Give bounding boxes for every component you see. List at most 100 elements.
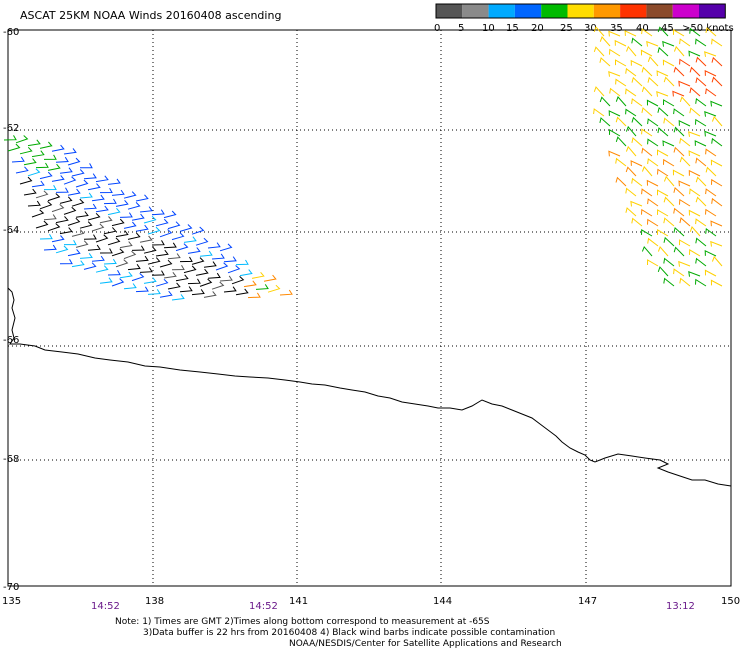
wind-barb: [75, 179, 89, 188]
wind-barb: [175, 274, 189, 282]
wind-barb: [71, 260, 85, 268]
wind-barb: [695, 176, 707, 187]
wind-barb: [599, 36, 611, 47]
wind-barb: [151, 209, 165, 216]
wind-barb: [625, 207, 637, 217]
lat-labels: -60 -62 -64 -66 -68 -70: [3, 27, 19, 593]
wind-barb: [631, 217, 643, 227]
wind-barb: [87, 244, 101, 251]
wind-barb: [231, 276, 245, 285]
legend-swatch: [514, 4, 542, 18]
legend-swatches: [435, 3, 726, 19]
wind-barb: [239, 269, 253, 277]
wind-barb: [103, 198, 117, 205]
wind-barb: [679, 38, 691, 47]
wind-barb: [79, 192, 93, 199]
wind-barb: [688, 209, 701, 217]
wind-barb: [599, 57, 611, 67]
wind-barb: [631, 116, 643, 127]
wind-barb: [641, 165, 653, 177]
wind-barb: [43, 154, 57, 160]
wind-barb: [279, 289, 293, 296]
wind-barb: [704, 249, 717, 257]
wind-barb: [673, 268, 685, 277]
wind-barb: [107, 270, 121, 276]
lon-labels: 135 138 141 144 147 150: [2, 596, 740, 607]
wind-barb: [143, 215, 157, 224]
wind-barb: [131, 273, 145, 282]
time-labels: 14:52 14:52 13:12: [91, 601, 695, 612]
wind-barb: [672, 169, 685, 177]
wind-barb: [640, 49, 653, 57]
wind-barb: [695, 218, 707, 227]
wind-barb: [143, 246, 157, 254]
wind-barbs: [3, 26, 723, 301]
wind-barb: [711, 56, 723, 67]
wind-barb: [672, 90, 685, 97]
wind-speed-legend: 0 5 10 15 20 25 30 35 40 45 >50 knots: [434, 3, 734, 34]
wind-barb: [705, 88, 717, 97]
wind-barb: [39, 171, 53, 180]
lon-label: 138: [145, 596, 164, 607]
wind-barb: [646, 40, 659, 47]
wind-barb: [704, 69, 717, 77]
wind-barb: [59, 167, 73, 174]
wind-barb: [175, 243, 189, 252]
wind-barb: [695, 118, 707, 127]
wind-barb: [155, 278, 169, 287]
wind-barb: [689, 107, 701, 117]
wind-barb: [139, 235, 153, 243]
wind-barb: [171, 294, 185, 301]
wind-barb: [23, 188, 37, 196]
wind-barb: [207, 242, 221, 249]
wind-barb: [147, 257, 161, 265]
wind-barb: [63, 148, 77, 155]
wind-barb: [123, 221, 137, 229]
wind-barb: [657, 209, 669, 217]
wind-barb: [593, 86, 605, 97]
wind-barb: [711, 178, 723, 187]
wind-barb: [615, 116, 627, 127]
wind-barb: [23, 158, 37, 166]
lat-label: -60: [3, 27, 19, 38]
wind-barb: [107, 237, 121, 246]
wind-barb: [631, 98, 643, 107]
wind-barb: [87, 183, 101, 191]
wind-barb: [657, 229, 669, 237]
wind-barb: [119, 271, 133, 279]
wind-barb: [679, 58, 691, 67]
wind-barb: [710, 159, 723, 167]
wind-barb: [625, 108, 637, 117]
legend-swatch: [488, 4, 515, 18]
wind-barb: [641, 107, 653, 117]
wind-barb: [608, 150, 621, 157]
wind-barb: [657, 246, 669, 257]
wind-barb: [51, 235, 65, 243]
wind-barb: [630, 59, 643, 67]
wind-barb: [679, 96, 691, 107]
wind-barb: [95, 175, 109, 183]
wind-barb: [15, 135, 29, 144]
wind-barb: [647, 259, 659, 267]
wind-barb: [673, 45, 685, 57]
wind-barb: [625, 187, 637, 197]
wind-barb: [147, 289, 161, 295]
wind-barb: [187, 247, 201, 254]
wind-barb: [663, 99, 675, 107]
lon-label: 147: [578, 596, 597, 607]
wind-barb: [139, 267, 153, 273]
wind-barb: [663, 257, 675, 267]
wind-barb: [704, 269, 717, 277]
wind-barb: [711, 76, 723, 87]
wind-barb: [663, 277, 675, 287]
wind-barb: [87, 212, 101, 221]
wind-barb: [679, 198, 691, 207]
legend-swatch: [541, 4, 568, 18]
wind-barb: [195, 268, 209, 276]
legend-swatch: [436, 4, 463, 18]
wind-barb: [91, 194, 105, 202]
legend-label: 25: [560, 23, 573, 34]
wind-barb: [704, 51, 717, 57]
wind-barb: [641, 188, 653, 197]
wind-barb: [679, 277, 691, 287]
